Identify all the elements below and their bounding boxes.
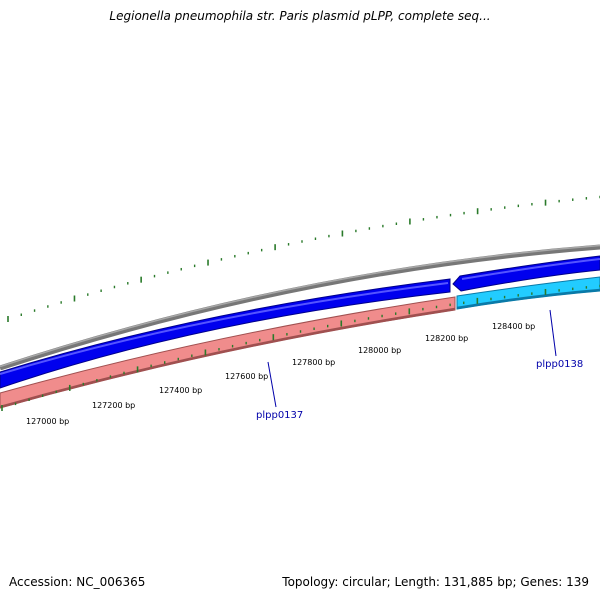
backbone-track-highlight xyxy=(0,244,600,368)
outer-tick-ring xyxy=(7,195,600,322)
gene-plpp0138-edge xyxy=(456,288,600,310)
scale-label: 128200 bp xyxy=(425,334,468,343)
forward-cds-arrow-1-highlight xyxy=(0,282,449,375)
map-title: Legionella pneumophila str. Paris plasmi… xyxy=(109,9,491,23)
gene-plpp0137-callout xyxy=(267,361,277,408)
scale-label: 128000 bp xyxy=(358,346,401,355)
gene-plpp0138-callout xyxy=(549,309,557,357)
scale-label: 127400 bp xyxy=(159,386,202,395)
forward-cds-arrow-2-highlight xyxy=(461,258,600,280)
gene-plpp0137-edge xyxy=(0,307,456,409)
topology-summary: Topology: circular; Length: 131,885 bp; … xyxy=(282,575,589,589)
scale-labels: 127000 bp 127200 bp 127400 bp 127600 bp … xyxy=(26,322,535,426)
forward-cds-arrow-2[interactable] xyxy=(452,255,600,292)
gene-label-plpp0138[interactable]: plpp0138 xyxy=(536,359,583,370)
forward-cds-arrow-1[interactable] xyxy=(0,278,451,389)
scale-label: 128400 bp xyxy=(492,322,535,331)
accession-text: Accession: NC_006365 xyxy=(9,575,146,589)
scale-label: 127800 bp xyxy=(292,358,335,367)
gene-label-plpp0137[interactable]: plpp0137 xyxy=(256,410,303,421)
backbone-track xyxy=(0,244,600,371)
scale-label: 127000 bp xyxy=(26,417,69,426)
scale-label: 127600 bp xyxy=(225,372,268,381)
scale-label: 127200 bp xyxy=(92,401,135,410)
inner-tick-ring xyxy=(1,284,600,411)
